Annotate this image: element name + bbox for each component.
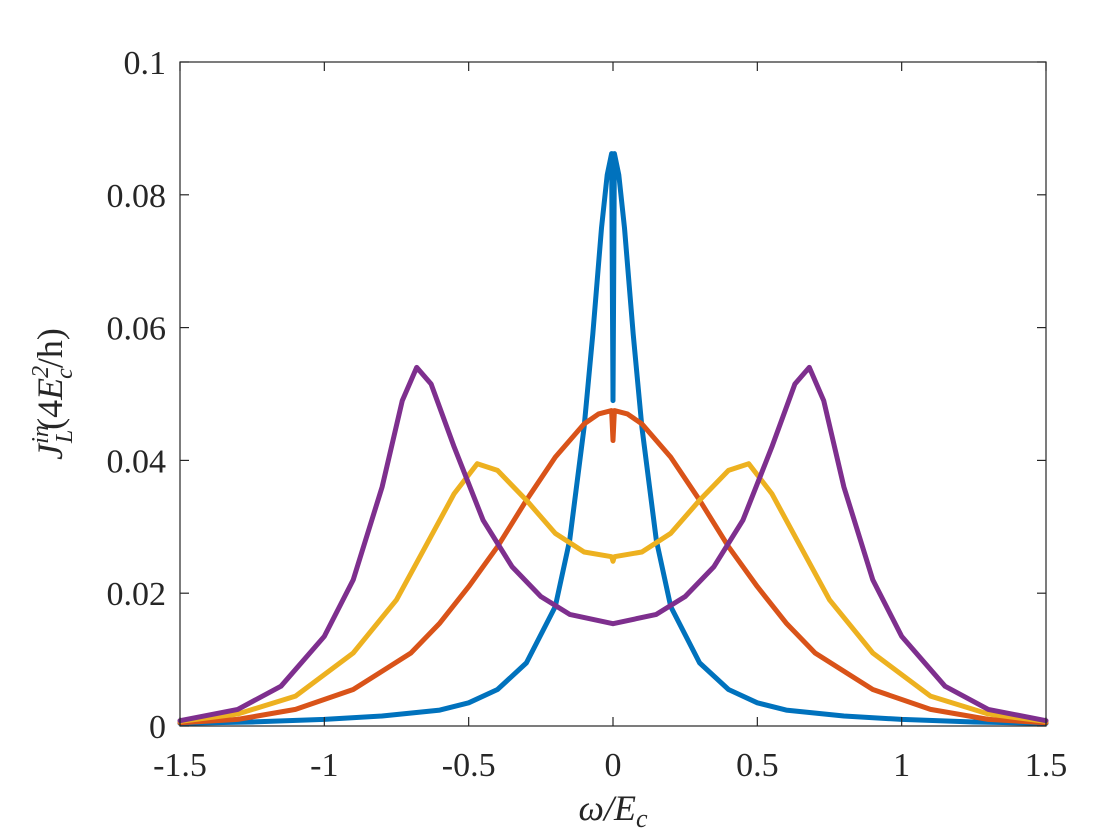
x-label-rest: /E	[602, 788, 636, 828]
x-label-symbol: ω	[579, 788, 604, 828]
x-tick-label: 1	[893, 747, 910, 784]
y-label-E: E	[30, 378, 70, 401]
y-label-esub: c	[52, 368, 78, 379]
y-label-sup: in	[28, 425, 54, 444]
y-label-sub: L	[52, 430, 78, 444]
x-tick-label: 0	[605, 747, 622, 784]
x-tick-label: 0.5	[736, 747, 779, 784]
x-label-sub: c	[636, 804, 648, 833]
series-line-3	[177, 461, 1049, 724]
y-label-post: /h)	[30, 328, 70, 368]
labels-layer: -1.5 -1 -0.5 0 0.5 1 1.5 0 0.02 0.04 0.06 0.08 0.1	[107, 45, 1068, 784]
y-tick-label: 0.08	[107, 178, 167, 215]
series-line-1	[177, 151, 1049, 726]
y-label-symbol: J	[30, 442, 70, 460]
series-line-4	[177, 364, 1049, 724]
y-tick-label: 0.06	[107, 311, 167, 348]
y-axis-label: JinL(4E2c/h)	[28, 328, 78, 460]
y-tick-label: 0.02	[107, 576, 167, 613]
y-tick-label: 0.1	[124, 45, 167, 82]
y-tick-label: 0.04	[107, 443, 167, 480]
y-tick-label: 0	[149, 709, 166, 746]
y-label-pre: (4	[30, 400, 70, 430]
series-layer	[177, 151, 1049, 726]
x-tick-label: -1.5	[153, 747, 207, 784]
x-axis-label: ω/Ec	[579, 788, 648, 833]
x-tick-label: 1.5	[1025, 747, 1068, 784]
y-label-esup: 2	[28, 366, 54, 378]
x-tick-label: -0.5	[442, 747, 496, 784]
x-tick-label: -1	[310, 747, 338, 784]
ticks-layer	[179, 61, 1047, 727]
series-line-2	[177, 408, 1049, 726]
